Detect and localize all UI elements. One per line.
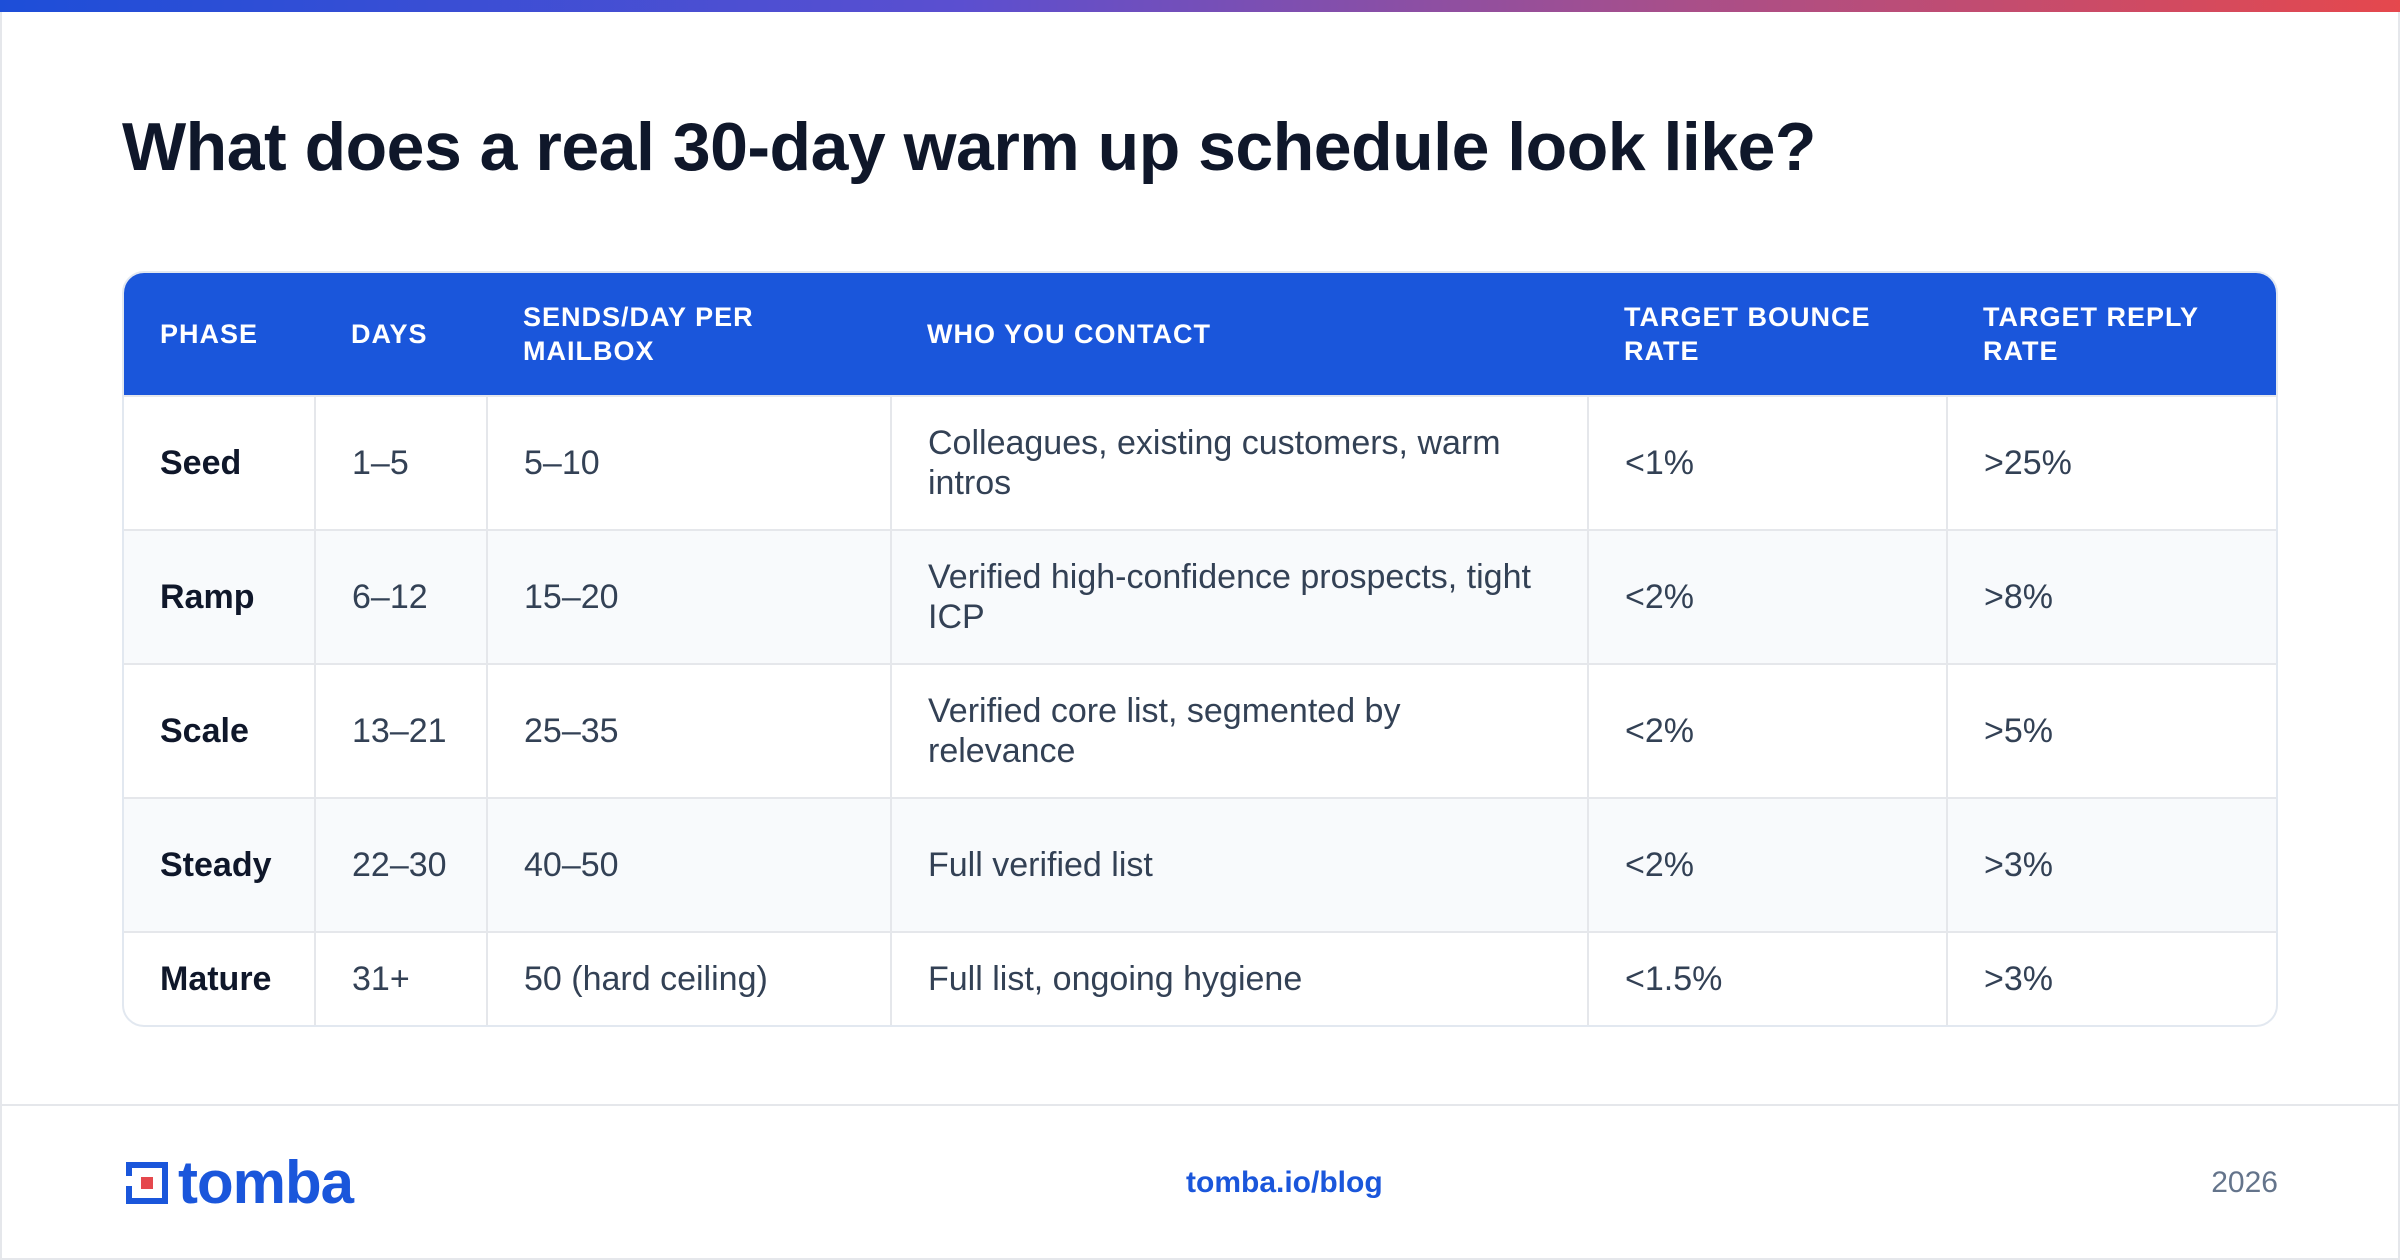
cell-sends: 25–35 bbox=[486, 663, 891, 798]
cell-bounce: <1.5% bbox=[1587, 931, 1947, 1025]
cell-contact: Colleagues, existing customers, warm int… bbox=[890, 395, 1588, 530]
cell-reply: >25% bbox=[1946, 395, 2276, 530]
gradient-top-bar bbox=[0, 0, 2400, 12]
cell-days: 1–5 bbox=[314, 395, 487, 530]
cell-sends: 40–50 bbox=[486, 797, 891, 932]
cell-sends: 50 (hard ceiling) bbox=[486, 931, 891, 1025]
table-row: Steady 22–30 40–50 Full verified list <2… bbox=[124, 797, 2276, 932]
cell-bounce: <2% bbox=[1587, 663, 1947, 798]
cell-bounce: <1% bbox=[1587, 395, 1947, 530]
cell-sends: 5–10 bbox=[486, 395, 891, 530]
cell-bounce: <2% bbox=[1587, 797, 1947, 932]
header-target-bounce-rate: TARGET BOUNCE RATE bbox=[1624, 302, 1871, 366]
cell-phase: Seed bbox=[124, 395, 315, 530]
cell-reply: >3% bbox=[1946, 931, 2276, 1025]
cell-reply: >3% bbox=[1946, 797, 2276, 932]
cell-contact: Full list, ongoing hygiene bbox=[890, 931, 1588, 1025]
tomba-logo-icon bbox=[126, 1162, 168, 1204]
schedule-table-container: PHASE DAYS SENDS/DAY PER MAILBOX WHO YOU… bbox=[122, 271, 2278, 1027]
header-days: DAYS bbox=[351, 319, 428, 349]
cell-contact: Verified core list, segmented by relevan… bbox=[890, 663, 1588, 798]
cell-days: 6–12 bbox=[314, 529, 487, 664]
cell-reply: >8% bbox=[1946, 529, 2276, 664]
cell-phase: Steady bbox=[124, 797, 315, 932]
table-header-row: PHASE DAYS SENDS/DAY PER MAILBOX WHO YOU… bbox=[124, 273, 2276, 396]
blog-link[interactable]: tomba.io/blog bbox=[1186, 1166, 1383, 1199]
header-phase: PHASE bbox=[160, 319, 259, 349]
tomba-logo[interactable]: tomba bbox=[122, 1149, 354, 1216]
warmup-schedule-table: PHASE DAYS SENDS/DAY PER MAILBOX WHO YOU… bbox=[124, 273, 2276, 1025]
page-title: What does a real 30-day warm up schedule… bbox=[122, 109, 1816, 185]
header-sends-per-day: SENDS/DAY PER MAILBOX bbox=[523, 302, 754, 366]
cell-contact: Verified high-confidence prospects, tigh… bbox=[890, 529, 1588, 664]
cell-days: 31+ bbox=[314, 931, 487, 1025]
header-target-reply-rate: TARGET REPLY RATE bbox=[1983, 302, 2199, 366]
header-who-you-contact: WHO YOU CONTACT bbox=[927, 319, 1211, 349]
cell-phase: Ramp bbox=[124, 529, 315, 664]
logo-wordmark: tomba bbox=[178, 1149, 354, 1216]
cell-reply: >5% bbox=[1946, 663, 2276, 798]
cell-days: 22–30 bbox=[314, 797, 487, 932]
cell-sends: 15–20 bbox=[486, 529, 891, 664]
cell-phase: Scale bbox=[124, 663, 315, 798]
cell-contact: Full verified list bbox=[890, 797, 1588, 932]
footer-divider bbox=[0, 1104, 2400, 1106]
table-row: Seed 1–5 5–10 Colleagues, existing custo… bbox=[124, 395, 2276, 530]
table-row: Ramp 6–12 15–20 Verified high-confidence… bbox=[124, 529, 2276, 664]
cell-phase: Mature bbox=[124, 931, 315, 1025]
cell-bounce: <2% bbox=[1587, 529, 1947, 664]
footer-year: 2026 bbox=[2211, 1166, 2278, 1199]
cell-days: 13–21 bbox=[314, 663, 487, 798]
table-row: Mature 31+ 50 (hard ceiling) Full list, … bbox=[124, 931, 2276, 1025]
table-row: Scale 13–21 25–35 Verified core list, se… bbox=[124, 663, 2276, 798]
